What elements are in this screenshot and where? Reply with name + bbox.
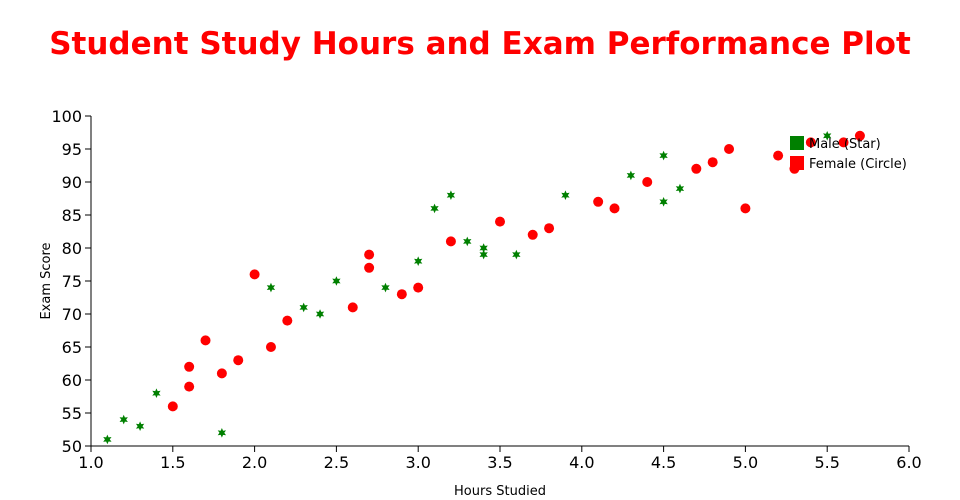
- male-point: [152, 388, 161, 398]
- x-tick-label: 3.5: [487, 453, 512, 472]
- male-point: [217, 428, 227, 438]
- female-point: [838, 137, 849, 148]
- y-tick-label: 75: [62, 272, 82, 291]
- x-tick-label: 1.0: [78, 453, 103, 472]
- male-point: [381, 282, 390, 293]
- male-point: [266, 282, 276, 293]
- male-point: [479, 249, 488, 260]
- female-point: [233, 355, 244, 366]
- y-tick-label: 80: [62, 239, 82, 258]
- x-tick-label: 1.5: [160, 453, 185, 472]
- male-point: [135, 421, 145, 431]
- x-tick-label: 5.0: [733, 453, 758, 472]
- male-point: [414, 256, 423, 266]
- female-point: [609, 203, 620, 214]
- male-point: [659, 197, 668, 207]
- chart-title: Student Study Hours and Exam Performance…: [49, 26, 911, 62]
- female-point: [707, 157, 718, 168]
- legend-swatch-female: [790, 156, 804, 170]
- female-point: [265, 342, 276, 352]
- female-point: [445, 236, 456, 247]
- female-point: [216, 368, 227, 379]
- male-point: [626, 170, 636, 181]
- legend: Male (Star) Female (Circle): [790, 136, 907, 172]
- female-point: [740, 203, 751, 214]
- male-point: [315, 309, 325, 319]
- female-point: [396, 289, 407, 300]
- x-tick-label: 3.0: [405, 453, 430, 472]
- male-point: [430, 203, 439, 214]
- female-point: [200, 335, 211, 346]
- male-point: [103, 434, 112, 445]
- female-point: [184, 381, 195, 392]
- y-tick-label: 60: [62, 371, 82, 390]
- y-axis-title: Exam Score: [39, 242, 54, 319]
- female-point: [167, 401, 178, 412]
- female-point: [347, 302, 358, 313]
- y-tick-label: 85: [62, 206, 82, 225]
- female-point: [527, 229, 538, 240]
- female-point: [413, 282, 424, 293]
- male-point: [823, 131, 832, 141]
- x-tick-label: 4.0: [569, 453, 594, 472]
- female-point: [364, 262, 375, 273]
- plot-area: 1.0 1.5 2.0 2.5 3.0 3.5 4.0 4.5 5.0 5.5 6.0 50 55 60 6…: [51, 107, 921, 472]
- male-point: [463, 236, 472, 247]
- male-point: [659, 150, 668, 161]
- y-tick-label: 95: [62, 140, 82, 159]
- y-tick-label: 55: [62, 404, 82, 423]
- legend-swatch-male: [790, 136, 804, 150]
- y-tick-label: 90: [62, 173, 82, 192]
- x-tick-label: 5.5: [814, 453, 839, 472]
- male-point: [479, 243, 488, 253]
- male-point: [332, 276, 341, 286]
- male-point: [561, 190, 570, 200]
- female-point: [249, 269, 260, 280]
- female-point: [593, 196, 604, 207]
- male-point: [512, 249, 521, 260]
- female-point: [364, 249, 375, 260]
- y-tick-label: 100: [51, 107, 82, 126]
- legend-label-female: Female (Circle): [809, 157, 907, 172]
- y-tick-label: 65: [62, 338, 82, 357]
- x-axis-title: Hours Studied: [454, 484, 546, 499]
- male-point: [299, 302, 308, 313]
- female-point: [724, 144, 735, 154]
- male-point: [446, 190, 456, 200]
- x-tick-label: 2.5: [324, 453, 349, 472]
- x-tick-label: 6.0: [896, 453, 921, 472]
- female-point: [544, 223, 555, 234]
- female-point: [495, 216, 505, 227]
- male-point: [119, 414, 128, 425]
- female-point: [642, 177, 653, 187]
- female-point: [184, 361, 195, 372]
- male-point: [675, 183, 685, 194]
- x-tick-label: 4.5: [651, 453, 676, 472]
- female-point: [805, 137, 816, 148]
- legend-label-male: Male (Star): [809, 137, 881, 152]
- x-tick-label: 2.0: [242, 453, 267, 472]
- female-point: [773, 150, 784, 161]
- female-point: [691, 163, 702, 174]
- y-tick-label: 50: [62, 437, 82, 456]
- female-point: [854, 130, 865, 141]
- y-tick-label: 70: [62, 305, 82, 324]
- female-point: [282, 315, 293, 326]
